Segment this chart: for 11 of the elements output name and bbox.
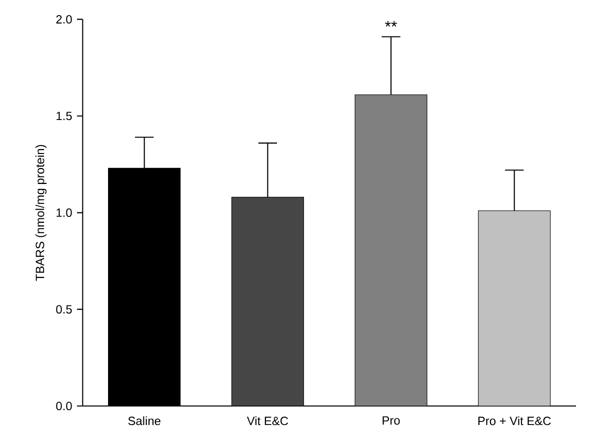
x-tick-label: Vit E&C [246, 416, 288, 426]
y-tick-label: 2.0 [56, 15, 72, 24]
x-tick-label: Saline [128, 416, 160, 426]
y-tick-label: 0.0 [56, 402, 72, 410]
y-axis-title: TBARS (nmol/mg protein) [35, 144, 47, 281]
x-tick-label: Pro [382, 416, 400, 425]
y-tick-label: 1.5 [56, 112, 72, 120]
x-tick-label: Pro + Vit E&C [478, 416, 551, 426]
annotation: ** [385, 21, 397, 27]
y-tick-label: 1.0 [56, 208, 72, 217]
y-tick-label: 0.5 [56, 305, 72, 314]
